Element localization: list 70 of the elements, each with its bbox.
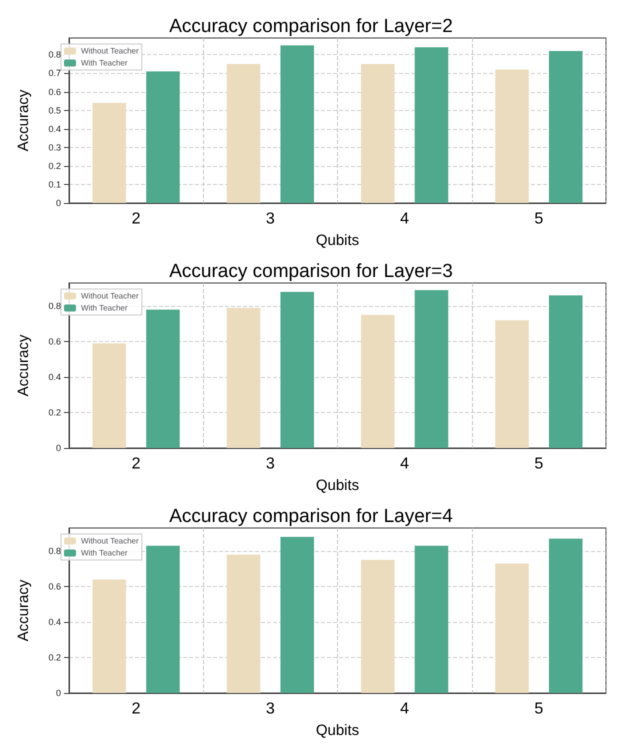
x-tick-label: 5 — [534, 700, 544, 718]
bar — [414, 290, 448, 448]
y-tick-label: 0 — [56, 688, 61, 698]
x-tick-label: 4 — [400, 456, 410, 472]
y-tick-label: 0.4 — [48, 372, 61, 382]
legend-label: With Teacher — [81, 58, 128, 68]
y-axis-title: Accuracy — [15, 89, 32, 152]
x-tick-label: 3 — [266, 210, 275, 228]
bar — [280, 536, 314, 693]
bar — [495, 563, 529, 693]
x-tick-label: 3 — [266, 456, 275, 472]
bar — [495, 320, 529, 448]
y-tick-label: 0.6 — [48, 336, 61, 347]
x-tick-label: 2 — [132, 210, 141, 228]
bar — [414, 546, 448, 693]
x-tick-label: 2 — [132, 456, 141, 472]
bar — [548, 295, 583, 448]
x-tick-label: 3 — [266, 700, 275, 718]
y-axis-title: Accuracy — [15, 334, 32, 396]
x-tick-label: 5 — [534, 210, 544, 228]
legend-label: Without Teacher — [81, 536, 139, 546]
y-tick-label: 0.5 — [48, 105, 61, 116]
bar — [146, 310, 180, 448]
legend-label: With Teacher — [81, 304, 128, 312]
x-tick-label: 2 — [132, 700, 141, 718]
y-tick-label: 0.7 — [48, 68, 61, 78]
bar — [226, 308, 260, 448]
y-tick-label: 0.2 — [48, 408, 61, 418]
y-tick-label: 0 — [56, 198, 61, 208]
bar — [360, 560, 395, 693]
x-axis-title: Qubits — [316, 232, 360, 249]
y-axis-title: Accuracy — [15, 579, 32, 642]
legend-label: Without Teacher — [81, 292, 139, 300]
y-tick-label: 0.4 — [48, 617, 61, 628]
y-tick-label: 0.2 — [48, 652, 61, 663]
y-tick-label: 0 — [56, 443, 61, 453]
y-tick-label: 0.6 — [48, 582, 61, 592]
bar — [280, 45, 314, 203]
bar — [92, 343, 126, 448]
bar — [92, 579, 126, 693]
bar — [146, 71, 180, 203]
y-tick-label: 0.8 — [48, 546, 61, 556]
x-axis-title: Qubits — [316, 722, 360, 739]
bar — [548, 50, 583, 203]
y-tick-label: 0.1 — [48, 179, 61, 190]
bar — [548, 538, 583, 693]
bar — [414, 47, 448, 203]
bar — [360, 64, 395, 203]
legend-label: With Teacher — [81, 548, 128, 558]
x-tick-label: 4 — [400, 700, 410, 718]
bar — [92, 102, 126, 203]
legend-label: Without Teacher — [81, 46, 139, 56]
y-tick-label: 0.6 — [48, 86, 61, 97]
y-tick-label: 0.2 — [48, 160, 61, 171]
bar — [495, 70, 529, 203]
bar — [360, 314, 395, 448]
bar — [146, 546, 180, 693]
bar — [226, 554, 260, 693]
x-tick-label: 5 — [534, 456, 544, 472]
bar — [226, 64, 260, 203]
chart-title: Accuracy comparison for Layer=3 — [169, 261, 453, 282]
chart-title: Accuracy comparison for Layer=2 — [169, 16, 453, 37]
y-tick-label: 0.8 — [48, 301, 61, 312]
chart-title: Accuracy comparison for Layer=4 — [169, 506, 454, 527]
y-tick-label: 0.4 — [48, 124, 61, 134]
x-tick-label: 4 — [400, 210, 410, 228]
y-tick-label: 0.3 — [48, 142, 61, 152]
bar — [280, 292, 314, 448]
y-tick-label: 0.8 — [48, 50, 61, 60]
x-axis-title: Qubits — [316, 477, 360, 494]
